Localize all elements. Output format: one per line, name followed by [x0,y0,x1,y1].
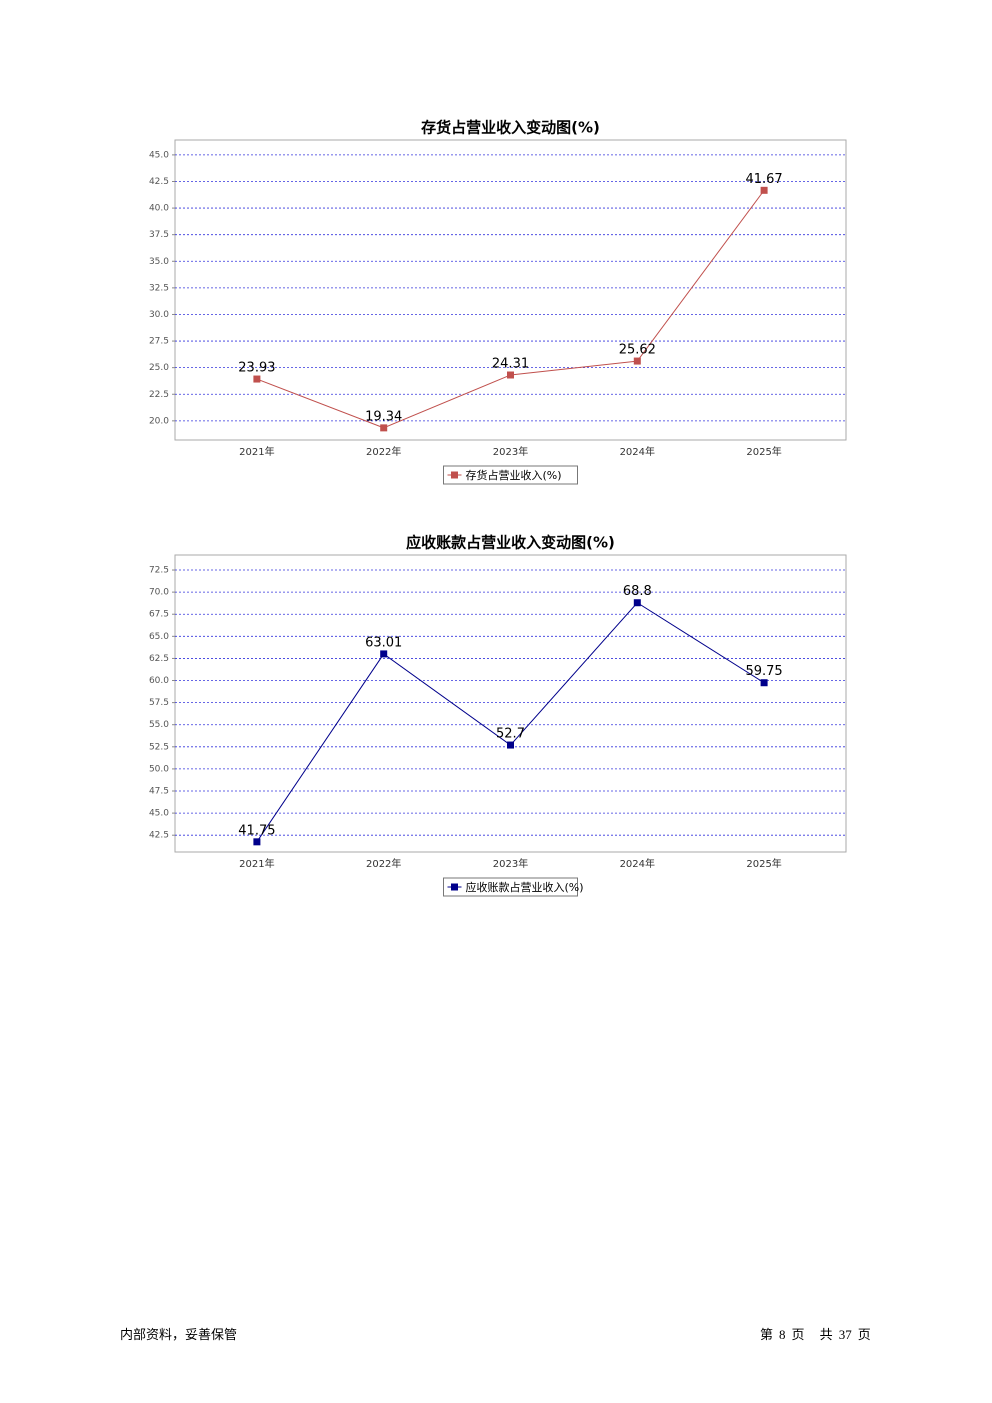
y-tick-label: 57.5 [149,698,169,708]
x-tick-label: 2022年 [366,445,401,458]
y-tick-label: 42.5 [149,831,169,841]
y-tick-label: 20.0 [149,416,169,426]
data-label: 41.75 [238,823,275,838]
y-tick-label: 30.0 [149,310,169,320]
page-prefix: 第 [760,1328,774,1343]
y-tick-label: 27.5 [149,337,169,347]
data-label: 23.93 [238,361,275,376]
total-prefix: 共 [819,1328,833,1343]
x-tick-label: 2022年 [366,857,401,870]
page: 8 [779,1327,786,1342]
legend-label: 应收账款占营业收入(%) [466,880,584,894]
total-suffix: 页 [857,1328,871,1343]
x-tick-label: 2021年 [239,857,274,870]
y-tick-label: 25.0 [149,363,169,373]
data-label: 25.62 [619,343,656,358]
data-point [760,679,768,687]
y-tick-label: 47.5 [149,787,169,797]
data-label: 41.67 [745,172,782,187]
data-point [633,357,641,365]
page-suffix: 页 [791,1328,805,1343]
y-tick-label: 67.5 [149,610,169,620]
data-point [507,741,514,749]
y-tick-label: 52.5 [149,742,169,752]
data-point [380,650,388,658]
footer-note: 内部资料，妥善保管 [120,1328,238,1343]
y-tick-label: 45.0 [149,809,169,819]
chart-title: 应收账款占营业收入变动图(%) [406,534,615,552]
data-label: 52.7 [496,727,525,742]
data-label: 68.8 [623,584,652,599]
y-tick-label: 40.0 [149,204,169,214]
data-label: 19.34 [365,409,402,424]
data-point [253,375,261,383]
total: 37 [838,1327,852,1342]
y-tick-label: 72.5 [149,566,169,576]
y-tick-label: 32.5 [149,283,169,293]
data-label: 59.75 [745,664,782,679]
x-tick-label: 2023年 [493,445,528,458]
plot-area [174,139,847,441]
y-tick-label: 37.5 [149,230,169,240]
data-point [633,599,641,607]
data-point [760,186,768,194]
legend-marker [451,471,458,479]
y-tick-label: 62.5 [149,654,169,664]
legend: 应收账款占营业收入(%) [443,877,584,897]
y-tick-label: 42.5 [149,177,169,187]
y-tick-label: 35.0 [149,257,169,267]
x-tick-label: 2025年 [746,445,781,458]
x-tick-label: 2024年 [620,445,655,458]
legend-box [443,877,578,897]
y-tick-label: 55.0 [149,720,169,730]
plot-area [174,554,847,853]
x-tick-label: 2023年 [493,857,528,870]
x-tick-label: 2024年 [620,857,655,870]
charts: 存货占营业收入变动图(%) 20.0 22.5 25.0 27.5 30.0 32.5 35.… [149,119,847,897]
y-tick-label: 45.0 [149,150,169,160]
chart-title: 存货占营业收入变动图(%) [421,119,600,137]
y-tick-label: 70.0 [149,588,169,598]
x-tick-label: 2025年 [746,857,781,870]
legend-marker [451,883,458,891]
y-tick-label: 65.0 [149,632,169,642]
y-tick-label: 50.0 [149,764,169,774]
x-tick-label: 2021年 [239,445,274,458]
y-tick-label: 60.0 [149,676,169,686]
data-label: 63.01 [365,635,402,650]
data-label: 24.31 [492,357,529,372]
data-point [380,424,388,432]
y-tick-label: 22.5 [149,390,169,400]
legend-box [443,465,578,485]
data-point [507,371,514,379]
legend-label: 存货占营业收入(%) [466,468,562,482]
legend: 存货占营业收入(%) [443,465,578,485]
data-point [253,838,261,846]
